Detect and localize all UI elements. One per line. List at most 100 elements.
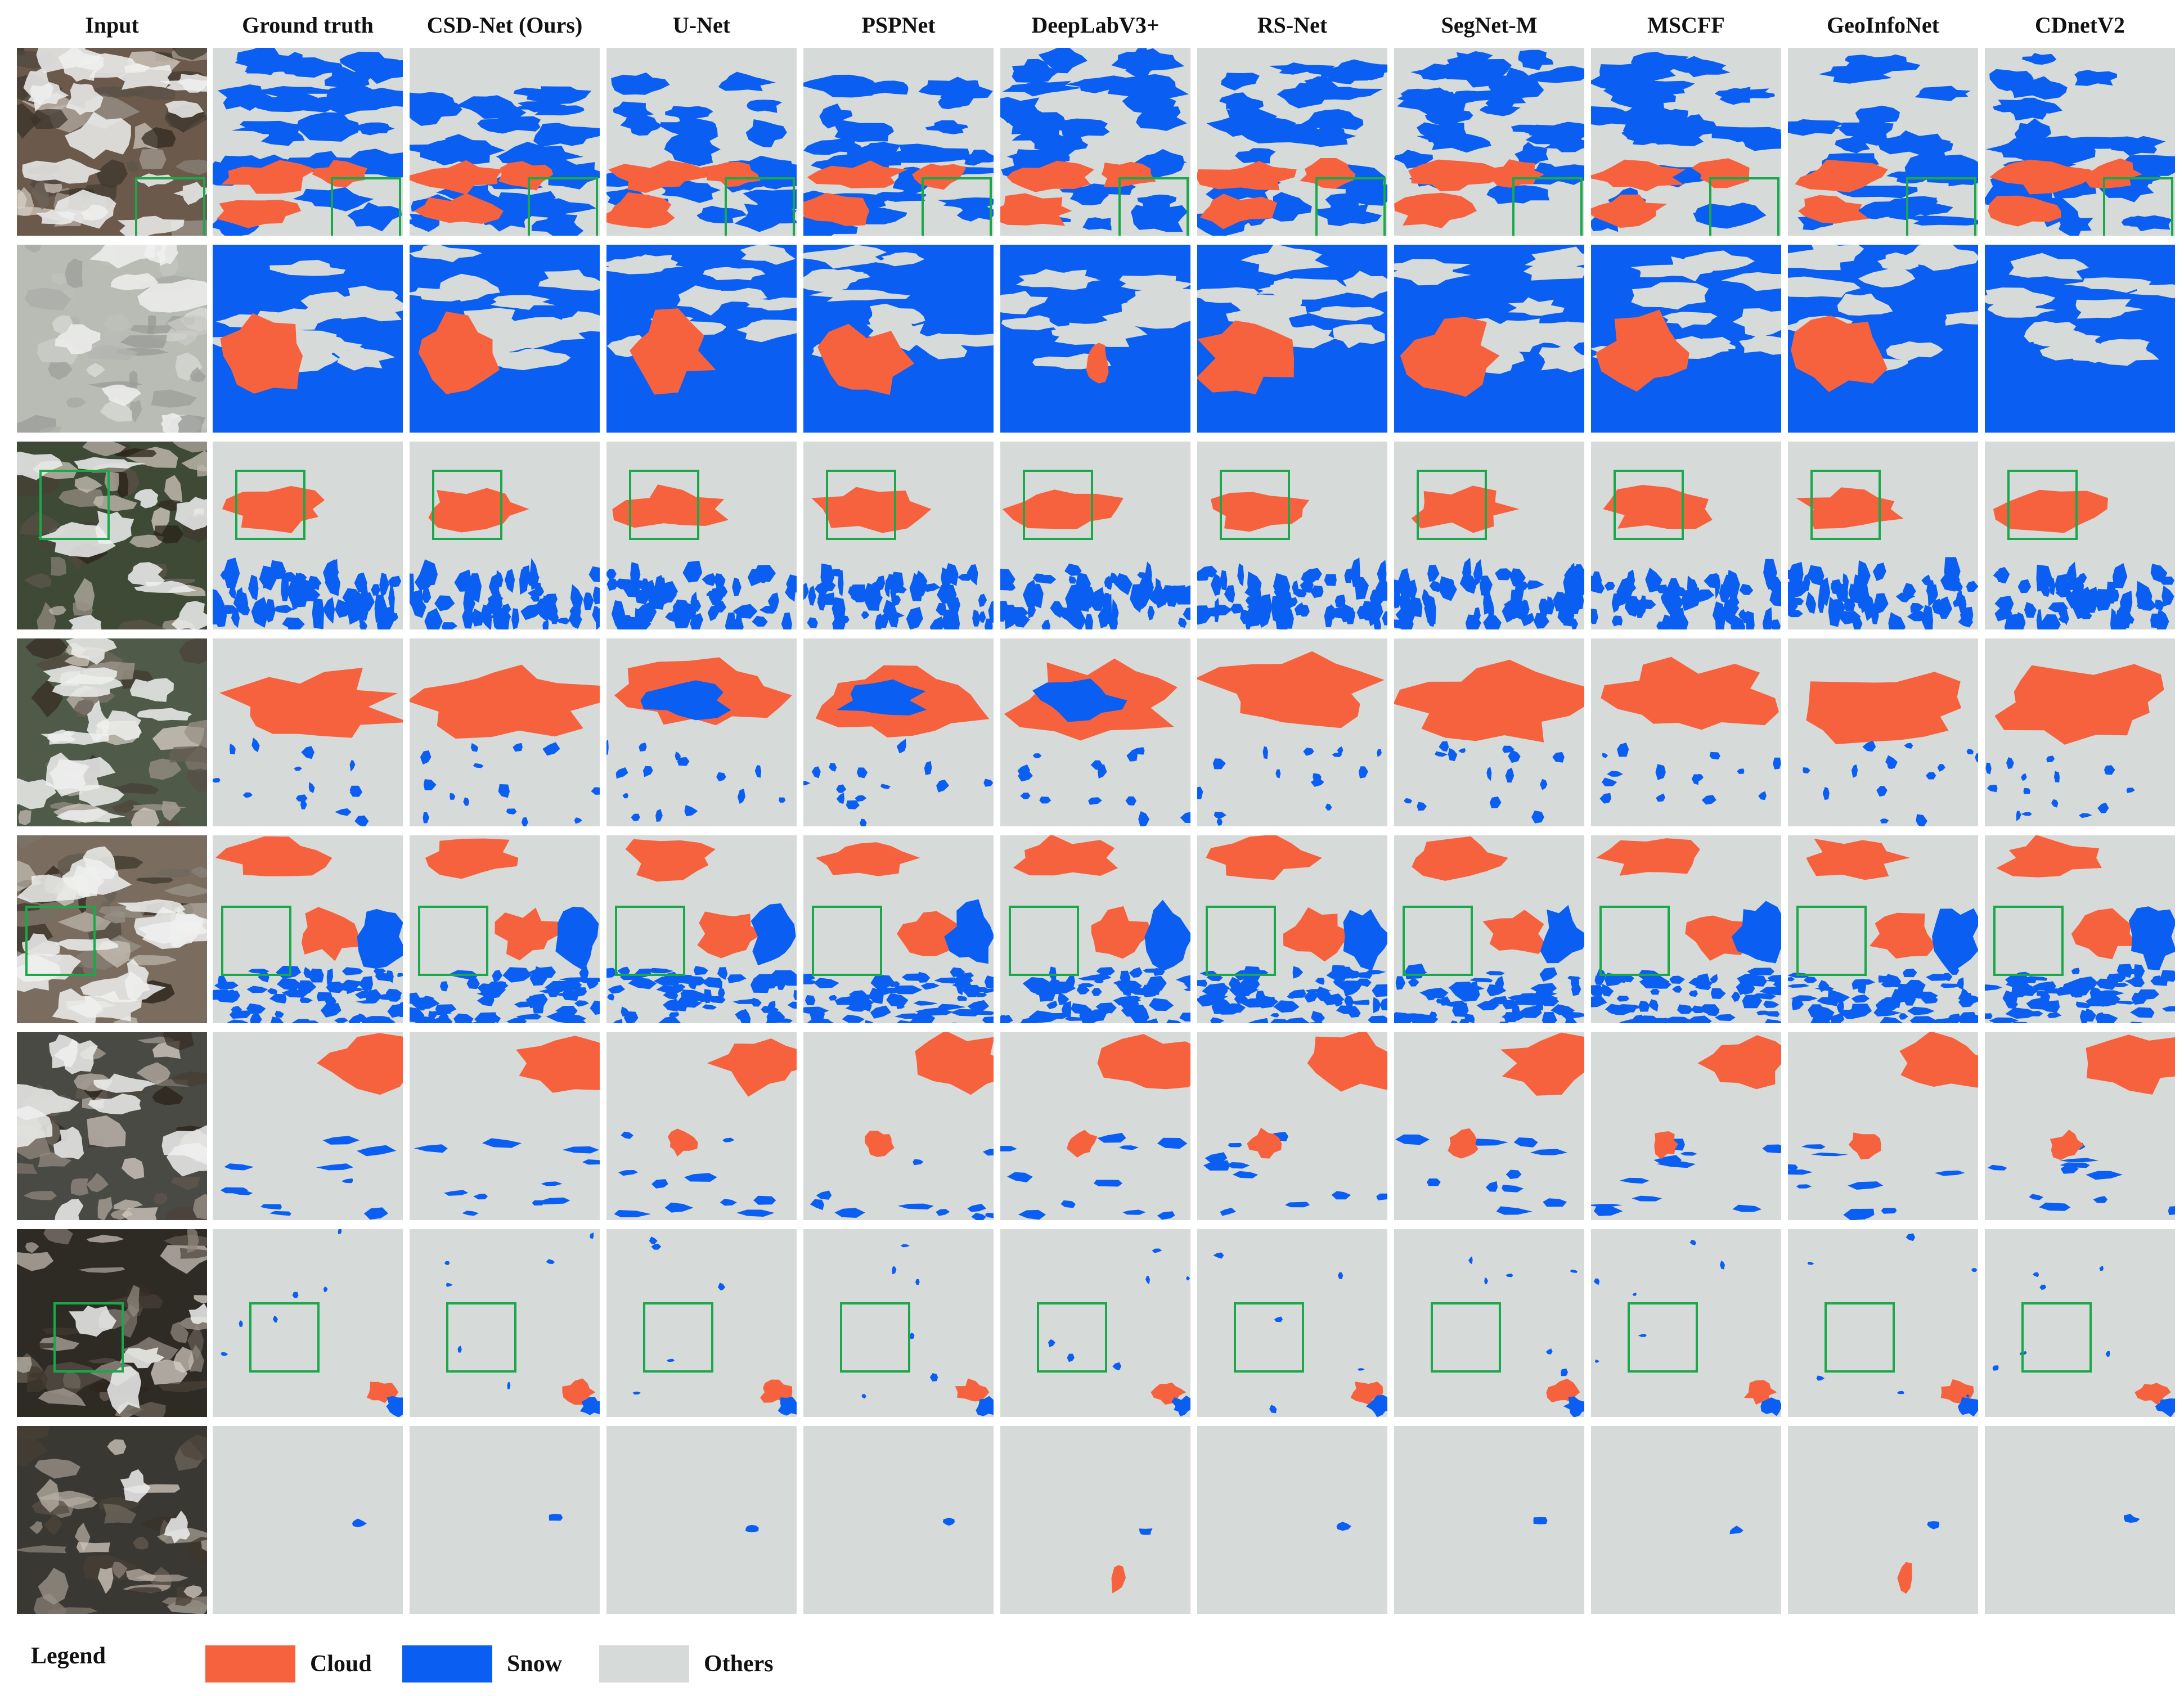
highlight-box xyxy=(235,470,305,540)
segmentation-map xyxy=(1985,442,2175,629)
segmentation-map xyxy=(1591,245,1781,433)
legend-item-cloud: Cloud xyxy=(205,1645,372,1682)
highlight-box xyxy=(1512,177,1583,236)
segmentation-map xyxy=(410,638,600,826)
segmentation-map xyxy=(1591,442,1781,629)
segmentation-map xyxy=(803,835,994,1023)
segmentation-map xyxy=(1197,245,1387,433)
input-image xyxy=(17,1229,207,1417)
highlight-box xyxy=(1709,177,1779,236)
segmentation-map xyxy=(1197,1426,1387,1614)
input-image xyxy=(17,442,207,629)
segmentation-map xyxy=(1197,48,1387,236)
highlight-box xyxy=(1993,906,2064,976)
segmentation-map xyxy=(1985,1229,2175,1417)
segmentation-map xyxy=(1000,245,1190,433)
highlight-box xyxy=(1417,470,1487,540)
column-header-1: Ground truth xyxy=(242,12,374,38)
legend-title: Legend xyxy=(31,1643,106,1669)
segmentation-map xyxy=(1000,835,1190,1023)
segmentation-map xyxy=(213,48,403,236)
segmentation-map xyxy=(1985,835,2175,1023)
segmentation-map xyxy=(213,638,403,826)
segmentation-map xyxy=(1394,638,1584,826)
input-image xyxy=(17,245,207,433)
segmentation-map xyxy=(1000,1229,1190,1417)
segmentation-map xyxy=(1000,638,1190,826)
highlight-box xyxy=(2021,1302,2092,1373)
highlight-box xyxy=(629,470,699,540)
segmentation-map xyxy=(1591,1032,1781,1220)
segmentation-map xyxy=(410,1229,600,1417)
column-header-0: Input xyxy=(85,12,139,38)
segmentation-map xyxy=(1197,835,1387,1023)
segmentation-map xyxy=(1788,1229,1978,1417)
segmentation-map xyxy=(803,1426,994,1614)
highlight-box xyxy=(1234,1302,1304,1373)
segmentation-map xyxy=(1591,1229,1781,1417)
highlight-box xyxy=(446,1302,516,1373)
highlight-box xyxy=(432,470,502,540)
highlight-box xyxy=(1796,906,1867,976)
segmentation-map xyxy=(606,638,797,826)
segmentation-map xyxy=(606,1032,797,1220)
input-image xyxy=(17,48,207,236)
input-image xyxy=(17,1032,207,1220)
segmentation-map xyxy=(1394,1229,1584,1417)
highlight-box xyxy=(643,1302,713,1373)
segmentation-map xyxy=(1985,48,2175,236)
segmentation-map xyxy=(1394,442,1584,629)
segmentation-map xyxy=(213,1426,403,1614)
highlight-box xyxy=(418,906,488,976)
segmentation-map xyxy=(1985,1032,2175,1220)
column-header-2: CSD-Net (Ours) xyxy=(426,12,583,38)
segmentation-map xyxy=(1591,48,1781,236)
segmentation-map xyxy=(606,1426,797,1614)
highlight-box xyxy=(725,177,795,236)
highlight-box xyxy=(135,177,205,236)
segmentation-map xyxy=(606,245,797,433)
highlight-box xyxy=(1825,1302,1895,1373)
legend-swatch-snow xyxy=(402,1645,492,1682)
segmentation-map xyxy=(1788,1426,1978,1614)
highlight-box xyxy=(1614,470,1684,540)
segmentation-map xyxy=(803,442,994,629)
highlight-box xyxy=(615,906,685,976)
column-header-8: MSCFF xyxy=(1647,12,1725,38)
segmentation-map xyxy=(803,638,994,826)
segmentation-map xyxy=(1788,48,1978,236)
highlight-box xyxy=(25,906,96,976)
column-header-6: RS-Net xyxy=(1257,12,1328,38)
column-header-7: SegNet-M xyxy=(1441,12,1538,38)
highlight-box xyxy=(53,1302,124,1373)
highlight-box xyxy=(331,177,401,236)
highlight-box xyxy=(249,1302,320,1373)
highlight-box xyxy=(1810,470,1881,540)
segmentation-map xyxy=(606,1229,797,1417)
legend-swatch-others xyxy=(599,1645,689,1682)
segmentation-map xyxy=(1000,1426,1190,1614)
highlight-box xyxy=(1118,177,1189,236)
segmentation-map xyxy=(1591,638,1781,826)
segmentation-map xyxy=(1985,638,2175,826)
legend-label-cloud: Cloud xyxy=(310,1651,372,1677)
column-header-9: GeoInfoNet xyxy=(1827,12,1939,38)
segmentation-map xyxy=(213,835,403,1023)
highlight-box xyxy=(1431,1302,1501,1373)
highlight-box xyxy=(1628,1302,1698,1373)
highlight-box xyxy=(1037,1302,1107,1373)
segmentation-map xyxy=(1788,245,1978,433)
segmentation-map xyxy=(410,1426,600,1614)
segmentation-map xyxy=(803,1229,994,1417)
highlight-box xyxy=(812,906,882,976)
segmentation-map xyxy=(213,245,403,433)
segmentation-map xyxy=(1000,48,1190,236)
segmentation-map xyxy=(1394,1426,1584,1614)
column-header-4: PSPNet xyxy=(861,12,936,38)
segmentation-map xyxy=(410,835,600,1023)
legend-item-snow: Snow xyxy=(402,1645,562,1682)
legend-label-snow: Snow xyxy=(507,1651,563,1677)
segmentation-map xyxy=(1591,1426,1781,1614)
highlight-box xyxy=(1009,906,1079,976)
column-header-10: CDnetV2 xyxy=(2035,12,2125,38)
